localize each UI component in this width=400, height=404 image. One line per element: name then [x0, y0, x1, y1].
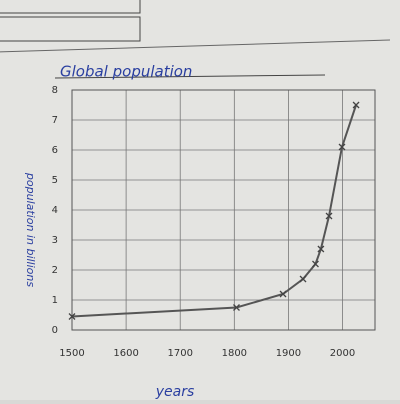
y-tick-label: 1	[52, 295, 58, 306]
y-axis-label: population in billions	[24, 172, 37, 287]
point-marker	[317, 245, 325, 253]
y-tick-label: 5	[52, 175, 58, 186]
y-tick-label: 4	[52, 205, 58, 216]
y-tick-label: 2	[52, 265, 58, 276]
y-tick-label: 8	[52, 85, 58, 96]
x-tick-label: 1800	[222, 348, 247, 359]
point-marker	[325, 212, 333, 220]
title-underline	[54, 74, 326, 79]
chart-title: Global population	[60, 63, 192, 81]
x-tick-label: 2000	[330, 348, 355, 359]
plot-frame	[71, 89, 376, 331]
point-marker	[352, 101, 360, 109]
y-tick-label: 6	[52, 145, 58, 156]
x-tick-label: 1700	[167, 348, 192, 359]
x-tick-label: 1900	[276, 348, 301, 359]
point-marker	[338, 143, 346, 151]
x-tick-label: 1500	[59, 348, 84, 359]
point-marker	[279, 290, 287, 298]
y-tick-label: 0	[52, 325, 58, 336]
y-tick-label: 7	[52, 115, 58, 126]
form-box	[0, 0, 141, 14]
rule	[0, 39, 391, 53]
point-marker	[312, 260, 319, 268]
x-tick-label: 1600	[113, 348, 138, 359]
y-tick-label: 3	[52, 235, 58, 246]
x-axis-label: years	[155, 384, 195, 400]
form-box	[0, 16, 141, 42]
point-marker	[299, 275, 307, 283]
point-marker	[68, 313, 76, 320]
point-marker	[233, 304, 240, 311]
